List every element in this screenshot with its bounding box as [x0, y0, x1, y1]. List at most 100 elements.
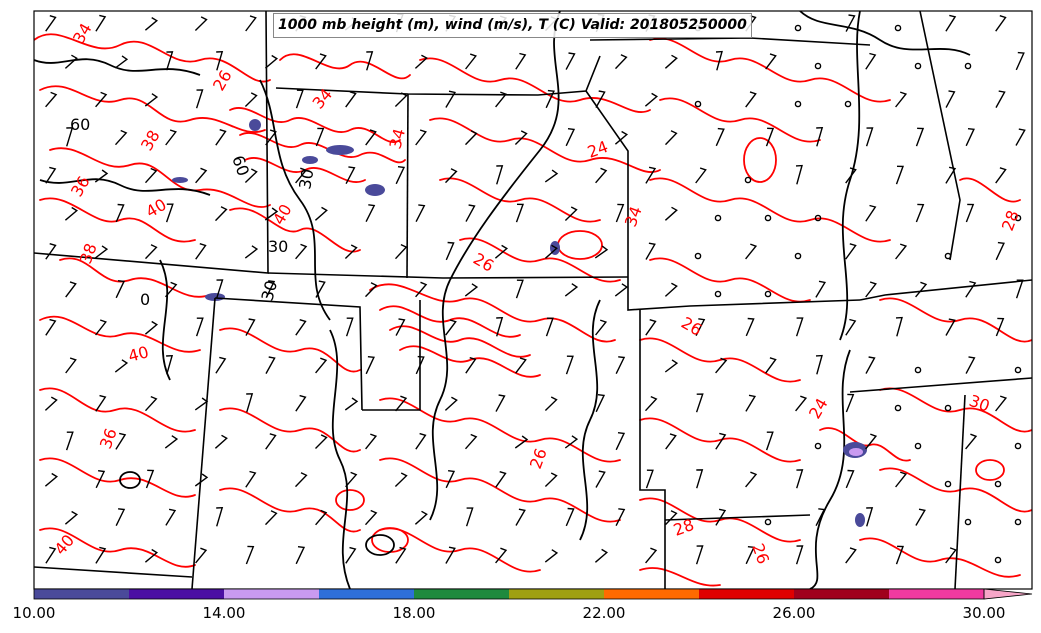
wind-barb: [144, 93, 159, 107]
wind-barb: [496, 165, 504, 185]
colorbar-segment: [794, 589, 890, 599]
calm-wind-marker: [944, 480, 952, 488]
wind-barb: [214, 206, 228, 222]
wind-barb: [444, 396, 458, 411]
wind-barb: [264, 54, 278, 69]
wind-barb: [765, 357, 777, 374]
wind-barb: [65, 357, 77, 374]
state-border: [275, 55, 601, 96]
wind-barb: [216, 50, 224, 71]
wind-barb: [664, 130, 678, 146]
calm-wind-marker: [814, 62, 822, 70]
wind-barb: [44, 396, 58, 411]
calm-wind-marker: [994, 556, 1002, 564]
wind-barb: [66, 127, 74, 147]
height-contour: [39, 178, 211, 196]
height-contour: [34, 58, 201, 76]
shaded-cell: [365, 184, 385, 196]
wind-barb: [515, 357, 527, 374]
wind-barb: [545, 317, 554, 337]
temperature-contour: [219, 487, 361, 533]
temperature-contour: [557, 230, 603, 260]
state-border: [664, 514, 811, 521]
wind-barb: [114, 129, 128, 146]
wind-barb: [115, 203, 125, 223]
wind-barb: [445, 319, 457, 336]
colorbar-segment: [889, 589, 985, 599]
wind-barb: [414, 54, 428, 69]
wind-barb: [214, 434, 228, 449]
height-contour: [429, 279, 451, 521]
wind-barb: [94, 169, 109, 183]
colorbar-extend-arrow: [983, 588, 1033, 600]
wind-barb: [295, 89, 304, 109]
wind-barb: [945, 90, 956, 108]
state-border: [34, 566, 193, 578]
wind-barb: [44, 472, 58, 487]
wind-barb: [465, 357, 477, 374]
wind-barb: [845, 243, 857, 260]
colorbar-segment: [319, 589, 415, 599]
temperature-contour-label: 34: [386, 126, 410, 151]
temperature-contour-label: 26: [209, 67, 236, 94]
wind-barb: [496, 316, 504, 337]
wind-barb: [745, 317, 755, 337]
wind-barb: [264, 510, 278, 526]
wind-barb: [965, 280, 977, 298]
calm-wind-marker: [844, 100, 852, 108]
state-border: [859, 279, 1032, 301]
calm-wind-marker: [814, 442, 822, 450]
height-contour: [119, 471, 141, 489]
wind-barb: [195, 243, 207, 260]
state-border: [919, 11, 961, 261]
temperature-contour: [439, 177, 601, 223]
wind-barb: [745, 394, 757, 412]
wind-barb: [945, 166, 957, 184]
wind-barb: [244, 168, 258, 184]
wind-barb: [95, 91, 108, 108]
colorbar-segment: [699, 589, 795, 599]
wind-barb: [295, 243, 308, 260]
wind-barb: [795, 545, 804, 565]
wind-barb: [615, 356, 626, 375]
wind-barb: [565, 128, 576, 147]
height-contour: [449, 11, 561, 281]
calm-wind-marker: [1014, 214, 1022, 222]
wind-barb: [515, 52, 527, 70]
height-contour-label: 30: [258, 278, 282, 303]
height-contour-label: 60: [228, 153, 253, 179]
wind-barb: [245, 470, 257, 488]
wind-barb: [265, 433, 277, 450]
wind-barb: [245, 318, 256, 336]
calm-wind-marker: [1014, 442, 1022, 450]
wind-barb: [365, 129, 377, 146]
wind-barb: [64, 54, 78, 69]
wind-barb: [544, 169, 559, 183]
wind-barb: [94, 245, 109, 259]
wind-barb: [195, 317, 204, 337]
wind-barb: [394, 472, 408, 488]
temperature-contour: [649, 37, 891, 103]
wind-barb: [945, 14, 957, 32]
state-border: [362, 300, 421, 411]
wind-barb: [595, 167, 608, 184]
calm-wind-marker: [964, 518, 972, 526]
calm-wind-marker: [1014, 366, 1022, 374]
wind-barb: [915, 127, 925, 147]
plot-title: 1000 mb height (m), wind (m/s), T (C) Va…: [273, 13, 752, 38]
colorbar-tick-label: 26.00: [772, 604, 816, 622]
temperature-contour-label: 30: [967, 391, 993, 416]
wind-barb: [264, 207, 279, 221]
temperature-contour-label: 40: [143, 195, 170, 222]
wind-barb: [815, 354, 823, 375]
height-contour: [579, 299, 601, 541]
wind-barb: [615, 432, 626, 451]
wind-barb: [895, 316, 903, 337]
shaded-cell: [855, 513, 865, 527]
height-contour: [259, 79, 331, 321]
wind-barb: [265, 280, 276, 299]
wind-barb: [364, 509, 378, 526]
height-contour: [329, 329, 351, 589]
wind-barb: [415, 355, 425, 375]
wind-barb: [345, 166, 356, 185]
